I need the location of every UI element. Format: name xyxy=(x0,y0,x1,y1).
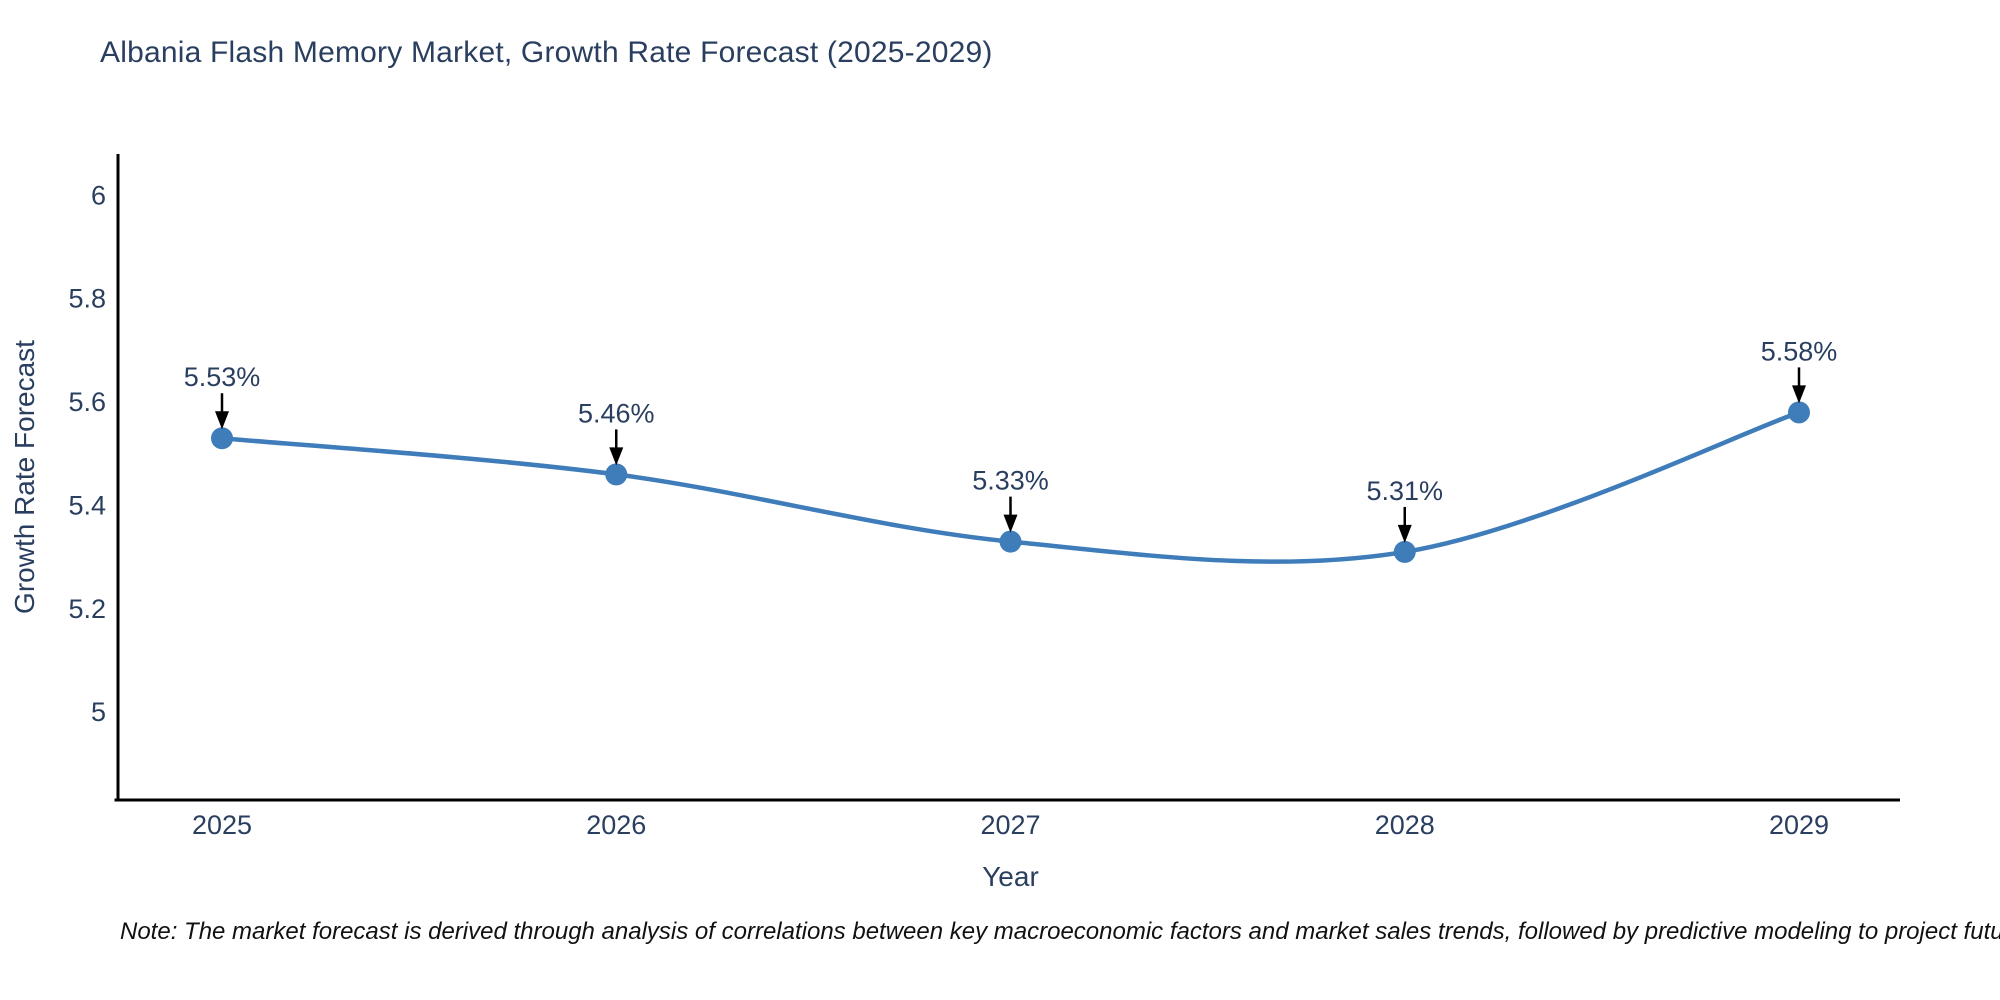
data-point-marker xyxy=(605,463,628,486)
data-point-marker xyxy=(1393,540,1416,563)
data-point-label: 5.46% xyxy=(578,398,655,428)
y-axis-title: Growth Rate Forecast xyxy=(9,340,40,614)
data-point-label: 5.33% xyxy=(972,466,1049,496)
annotation-arrow-head xyxy=(1003,514,1018,533)
x-axis-tick-label: 2025 xyxy=(192,810,252,840)
x-axis-tick-label: 2027 xyxy=(980,810,1040,840)
y-axis-tick-label: 6 xyxy=(91,180,106,210)
annotation-arrow-head xyxy=(609,447,624,466)
chart-title: Albania Flash Memory Market, Growth Rate… xyxy=(100,36,993,69)
x-axis-tick-label: 2026 xyxy=(586,810,646,840)
y-axis-tick-label: 5.2 xyxy=(68,594,106,624)
y-axis-tick-label: 5.6 xyxy=(68,387,106,417)
y-axis-tick-label: 5 xyxy=(91,697,106,727)
y-axis-tick-label: 5.8 xyxy=(68,284,106,314)
x-axis-title: Year xyxy=(982,861,1039,892)
data-point-label: 5.53% xyxy=(184,362,261,392)
y-axis-tick-label: 5.4 xyxy=(68,490,106,520)
data-point-marker xyxy=(211,427,233,450)
chart-footnote: Note: The market forecast is derived thr… xyxy=(120,918,2000,945)
data-point-marker xyxy=(1788,401,1810,424)
x-axis-tick-label: 2029 xyxy=(1769,810,1829,840)
data-point-label: 5.58% xyxy=(1761,336,1838,366)
data-point-marker xyxy=(999,530,1022,553)
annotation-arrow-head xyxy=(1792,385,1806,404)
x-axis-tick-label: 2028 xyxy=(1375,810,1435,840)
annotation-arrow-head xyxy=(215,411,229,430)
data-point-label: 5.31% xyxy=(1366,476,1443,506)
annotation-arrow-head xyxy=(1397,524,1412,543)
